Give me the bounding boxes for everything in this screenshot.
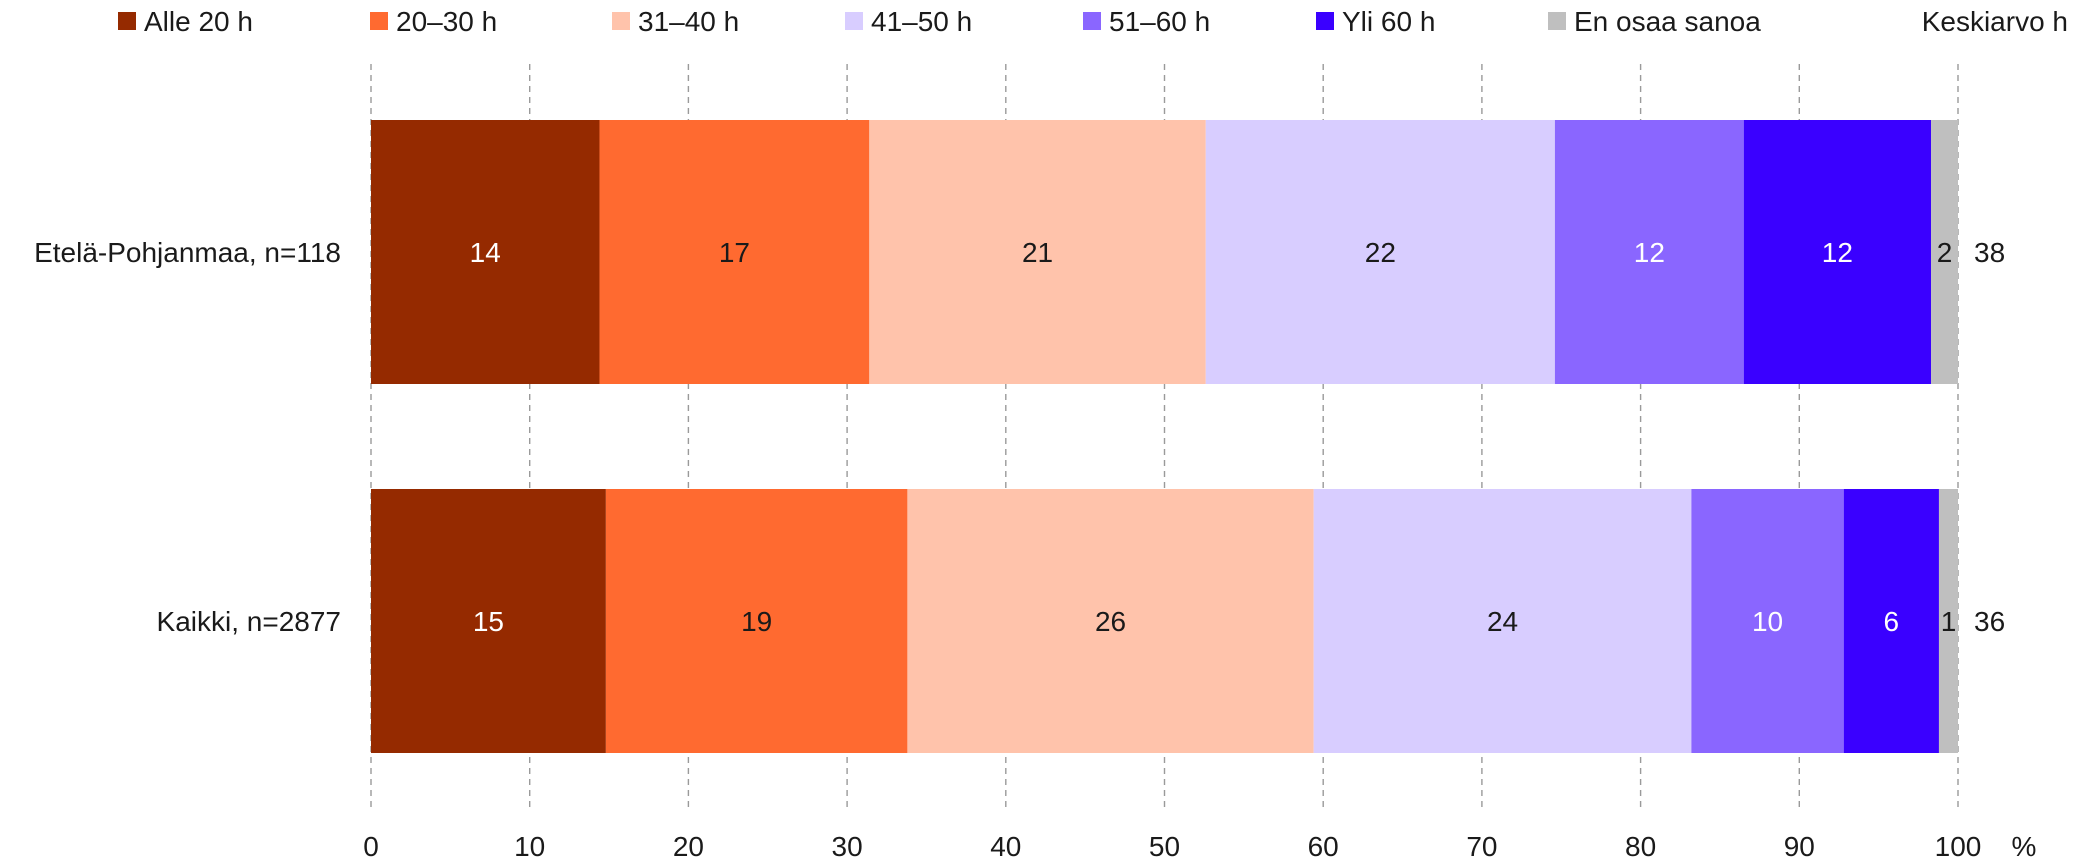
bars: 14 17 21 22 12 12 2 15 19 26 24 10 6 1 xyxy=(371,120,1958,753)
bar-segment xyxy=(1691,489,1844,753)
legend: Alle 20 h 20–30 h 31–40 h 41–50 h 51–60 h Yli… xyxy=(118,6,1761,37)
legend-label: 41–50 h xyxy=(871,6,972,37)
data-label: 19 xyxy=(741,606,772,637)
bar-segment xyxy=(605,489,908,753)
x-tick-label: 10 xyxy=(514,831,545,862)
x-tick-label: 100 xyxy=(1935,831,1982,862)
legend-label: Alle 20 h xyxy=(144,6,253,37)
x-tick-label: 30 xyxy=(832,831,863,862)
x-axis-unit: % xyxy=(2012,831,2037,862)
legend-label: 20–30 h xyxy=(396,6,497,37)
legend-label: Yli 60 h xyxy=(1342,6,1435,37)
data-label: 17 xyxy=(719,237,750,268)
bar-segment xyxy=(1743,120,1932,384)
category-label: Etelä-Pohjanmaa, n=118 xyxy=(34,237,341,268)
data-label: 21 xyxy=(1022,237,1053,268)
bar-segment xyxy=(1938,489,1958,753)
bar-segment xyxy=(1205,120,1555,384)
data-label: 10 xyxy=(1752,606,1783,637)
data-label: 26 xyxy=(1095,606,1126,637)
data-label: 6 xyxy=(1884,606,1900,637)
data-label: 22 xyxy=(1365,237,1396,268)
x-tick-label: 40 xyxy=(990,831,1021,862)
legend-swatch xyxy=(1316,12,1334,30)
legend-swatch xyxy=(118,12,136,30)
bar-segment xyxy=(1843,489,1939,753)
legend-label: En osaa sanoa xyxy=(1574,6,1761,37)
legend-swatch xyxy=(845,12,863,30)
data-label: 24 xyxy=(1487,606,1518,637)
data-label: 12 xyxy=(1634,237,1665,268)
category-label: Kaikki, n=2877 xyxy=(157,606,341,637)
bar-segment xyxy=(907,489,1314,753)
legend-swatch xyxy=(370,12,388,30)
bar-segment xyxy=(869,120,1206,384)
x-tick-label: 50 xyxy=(1149,831,1180,862)
average-values: 38 36 xyxy=(1974,237,2005,637)
x-tick-label: 90 xyxy=(1784,831,1815,862)
average-value: 36 xyxy=(1974,606,2005,637)
legend-swatch xyxy=(612,12,630,30)
bar-segment xyxy=(1931,120,1958,384)
bar-segment xyxy=(1554,120,1744,384)
category-labels: Etelä-Pohjanmaa, n=118 Kaikki, n=2877 xyxy=(34,237,341,637)
legend-label: 51–60 h xyxy=(1109,6,1210,37)
x-axis: 0 10 20 30 40 50 60 70 80 90 100% xyxy=(363,831,2036,862)
x-tick-label: 20 xyxy=(673,831,704,862)
legend-label: 31–40 h xyxy=(638,6,739,37)
x-tick-label: 0 xyxy=(363,831,379,862)
data-label: 12 xyxy=(1822,237,1853,268)
bar-segment xyxy=(371,120,600,384)
x-tick-label: 60 xyxy=(1308,831,1339,862)
data-label: 14 xyxy=(470,237,501,268)
legend-swatch xyxy=(1548,12,1566,30)
data-label: 15 xyxy=(473,606,504,637)
x-tick-label: 80 xyxy=(1625,831,1656,862)
average-column-header: Keskiarvo h xyxy=(1922,6,2068,37)
average-value: 38 xyxy=(1974,237,2005,268)
legend-swatch xyxy=(1083,12,1101,30)
bar-segment xyxy=(599,120,870,384)
bar-segment xyxy=(371,489,606,753)
data-label: 2 xyxy=(1937,237,1953,268)
data-label: 1 xyxy=(1941,606,1957,637)
x-tick-label: 70 xyxy=(1466,831,1497,862)
bar-segment xyxy=(1313,489,1692,753)
